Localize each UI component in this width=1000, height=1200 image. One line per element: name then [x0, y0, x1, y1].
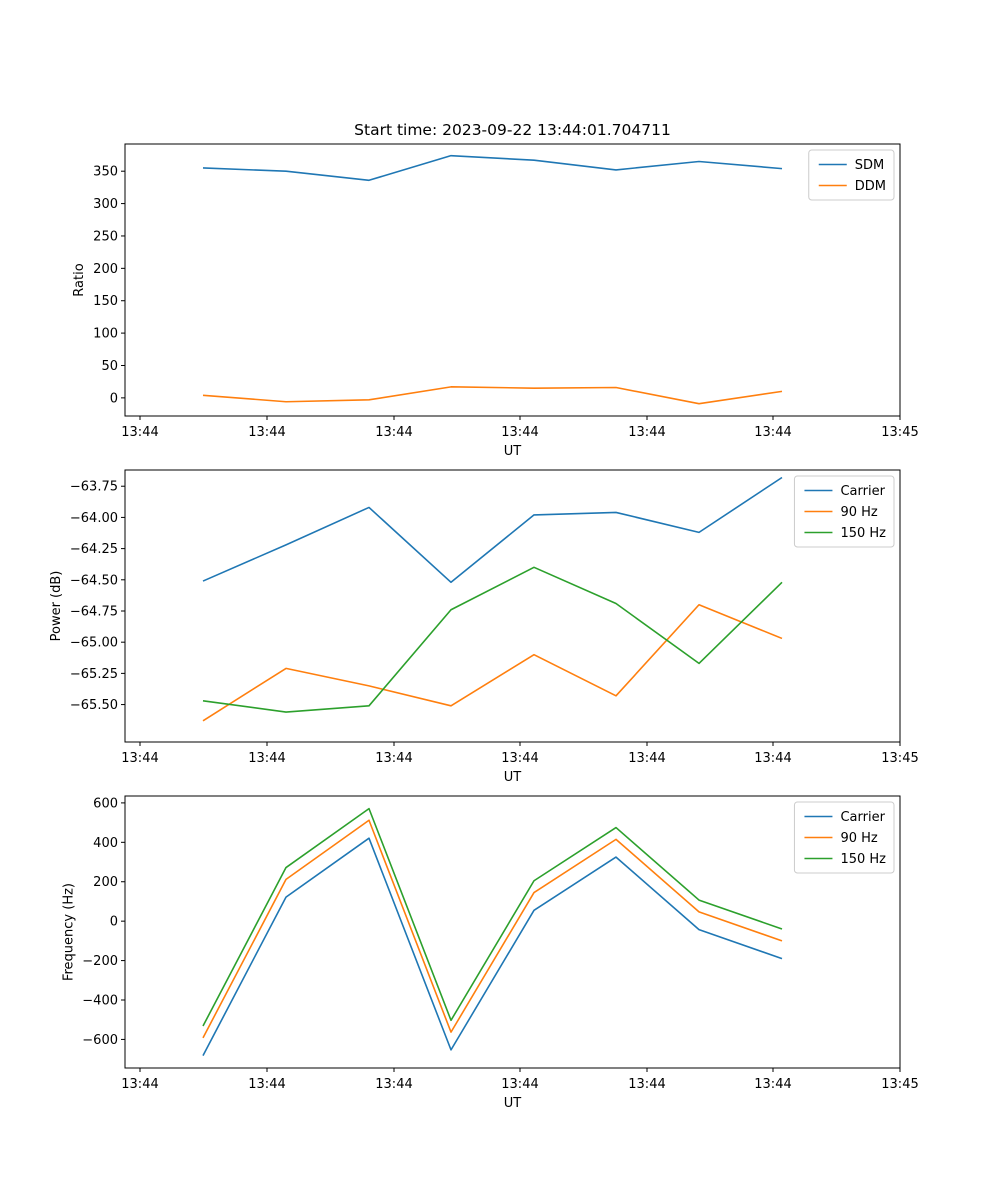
y-tick-label: −64.00 [70, 511, 118, 526]
y-tick-label: −200 [82, 954, 118, 969]
legend: Carrier 90 Hz 150 Hz [793, 801, 895, 874]
legend-label: 90 Hz [840, 505, 877, 520]
x-tick-label: 13:44 [501, 425, 538, 440]
legend: SDM DDM [808, 149, 895, 201]
y-tick-label: 350 [93, 165, 118, 180]
x-tick-label: 13:44 [754, 425, 791, 440]
chart-panel-2: −65.50 −65.25 −65.00 −64.75 −64.50 −64.25 −64.… [49, 469, 919, 785]
y-tick-label: 0 [110, 391, 118, 406]
series-line-sdm [202, 154, 783, 182]
x-tick-label: 13:44 [628, 751, 665, 766]
x-tick-label: 13:44 [375, 751, 412, 766]
x-tick-label: 13:44 [248, 425, 285, 440]
series-line-150-hz [202, 807, 783, 1027]
legend: Carrier 90 Hz 150 Hz [793, 475, 895, 548]
axes-frame [124, 143, 901, 417]
chart-panel-3: −600 −400 −200 0 200 400 600 13:44 13:44 13:44 13:… [61, 795, 919, 1111]
y-tick-label: −65.50 [70, 698, 118, 713]
series-line-90-hz [202, 603, 783, 722]
y-tick-label: 150 [93, 294, 118, 309]
legend-box [793, 475, 895, 548]
y-tick-label: 200 [93, 262, 118, 277]
x-tick-label: 13:45 [881, 425, 918, 440]
legend-label: SDM [855, 158, 884, 173]
y-axis-label: Frequency (Hz) [61, 883, 76, 981]
x-tick-label: 13:45 [881, 751, 918, 766]
series-line-90-hz [202, 819, 783, 1039]
axes-frame [124, 795, 901, 1069]
x-tick-label: 13:44 [754, 1077, 791, 1092]
x-tick-label: 13:44 [628, 1077, 665, 1092]
y-tick-label: −64.25 [70, 542, 118, 557]
y-tick-label: 400 [93, 836, 118, 851]
x-tick-label: 13:44 [121, 751, 158, 766]
x-tick-label: 13:44 [121, 1077, 158, 1092]
x-tick-label: 13:44 [754, 751, 791, 766]
y-tick-label: −65.25 [70, 667, 118, 682]
y-tick-label: 100 [93, 327, 118, 342]
y-tick-label: −600 [82, 1033, 118, 1048]
legend-label: Carrier [840, 484, 885, 499]
chart-title: Start time: 2023-09-22 13:44:01.704711 [354, 121, 671, 139]
x-tick-label: 13:44 [248, 1077, 285, 1092]
series-line-ddm [202, 386, 783, 405]
x-tick-label: 13:44 [501, 1077, 538, 1092]
y-axis-label: Power (dB) [49, 571, 64, 642]
x-axis-label: UT [504, 444, 522, 459]
y-tick-label: −63.75 [70, 480, 118, 495]
x-tick-label: 13:44 [375, 425, 412, 440]
y-axis-label: Ratio [72, 263, 87, 296]
series-line-carrier [202, 837, 783, 1056]
legend-label: DDM [855, 179, 886, 194]
legend-label: Carrier [840, 810, 885, 825]
y-tick-label: −64.50 [70, 573, 118, 588]
legend-box [808, 149, 895, 201]
y-tick-label: 250 [93, 229, 118, 244]
x-tick-label: 13:44 [121, 425, 158, 440]
y-tick-label: 200 [93, 875, 118, 890]
x-tick-label: 13:44 [375, 1077, 412, 1092]
x-tick-label: 13:44 [628, 425, 665, 440]
legend-box [793, 801, 895, 874]
series-line-carrier [202, 476, 783, 584]
y-tick-label: 0 [110, 915, 118, 930]
y-tick-label: −64.75 [70, 604, 118, 619]
y-tick-label: 50 [101, 359, 118, 374]
legend-label: 150 Hz [840, 852, 886, 867]
y-tick-label: −400 [82, 994, 118, 1009]
legend-label: 150 Hz [840, 526, 886, 541]
y-tick-label: 600 [93, 796, 118, 811]
series-line-150-hz [202, 566, 783, 713]
x-axis-label: UT [504, 1096, 522, 1111]
x-tick-label: 13:45 [881, 1077, 918, 1092]
axes-frame [124, 469, 901, 743]
x-tick-label: 13:44 [501, 751, 538, 766]
x-axis-label: UT [504, 770, 522, 785]
chart-panel-1: Start time: 2023-09-22 13:44:01.704711 0 5… [72, 121, 919, 459]
x-tick-label: 13:44 [248, 751, 285, 766]
y-tick-label: −65.00 [70, 636, 118, 651]
legend-label: 90 Hz [840, 831, 877, 846]
y-tick-label: 300 [93, 197, 118, 212]
